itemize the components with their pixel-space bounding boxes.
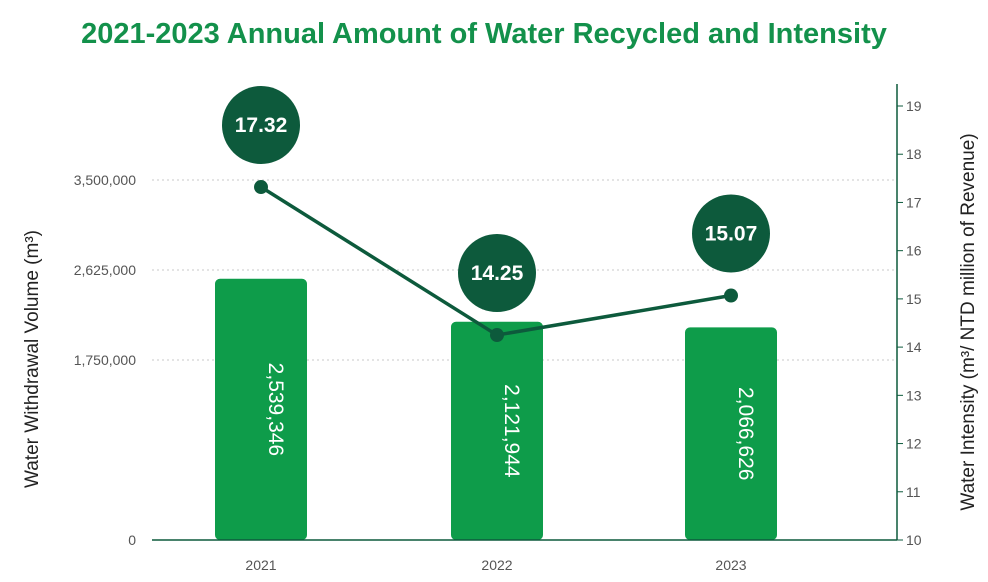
- intensity-point: [724, 288, 738, 303]
- y2-tick-label: 14: [906, 339, 922, 355]
- y2-tick-label: 16: [906, 243, 922, 259]
- bar: [215, 278, 307, 540]
- y2-tick-label: 19: [906, 98, 922, 114]
- intensity-value-label: 14.25: [471, 262, 524, 285]
- y2-tick-label: 10: [906, 532, 922, 548]
- bar: [451, 321, 543, 540]
- chart-title: 2021-2023 Annual Amount of Water Recycle…: [81, 18, 887, 50]
- y2-tick-label: 17: [906, 194, 922, 210]
- x-tick-label: 2023: [715, 557, 746, 573]
- bar-value-label: 2,539,346: [264, 363, 287, 456]
- x-tick-label: 2022: [481, 557, 512, 573]
- y-tick-label: 1,750,000: [74, 352, 136, 368]
- y-tick-label: 0: [128, 532, 136, 548]
- intensity-line: [254, 180, 738, 343]
- intensity-point: [254, 180, 268, 195]
- intensity-point: [490, 328, 504, 343]
- bar-value-label: 2,121,944: [500, 384, 523, 478]
- y2-axis-title: Water Intensity (m³/ NTD million of Reve…: [958, 133, 979, 510]
- intensity-bubble: [692, 194, 770, 273]
- y-axis-title: Water Withdrawal Volume (m³): [22, 230, 43, 488]
- intensity-bubble: [222, 86, 300, 165]
- x-tick-label: 2021: [245, 557, 276, 573]
- intensity-value-label: 15.07: [705, 223, 758, 246]
- labels: 2,539,346 2,121,944 2,066,626 17.32 14.25 15.…: [222, 86, 770, 480]
- y2-tick-label: 18: [906, 146, 922, 162]
- y2-tick-label: 15: [906, 291, 922, 307]
- y-tick-label: 2,625,000: [74, 262, 136, 278]
- intensity-value-label: 17.32: [235, 114, 288, 137]
- bar: [685, 327, 777, 540]
- intensity-bubble: [458, 234, 536, 313]
- axes: 0 1,750,000 2,625,000 3,500,000 2021 2022 2023…: [74, 84, 922, 573]
- bar-value-label: 2,066,626: [734, 387, 757, 480]
- y-tick-label: 3,500,000: [74, 172, 136, 188]
- y2-tick-label: 13: [906, 387, 922, 403]
- y2-tick-label: 11: [906, 484, 921, 500]
- bars: [215, 278, 777, 540]
- y2-tick-label: 12: [906, 436, 922, 452]
